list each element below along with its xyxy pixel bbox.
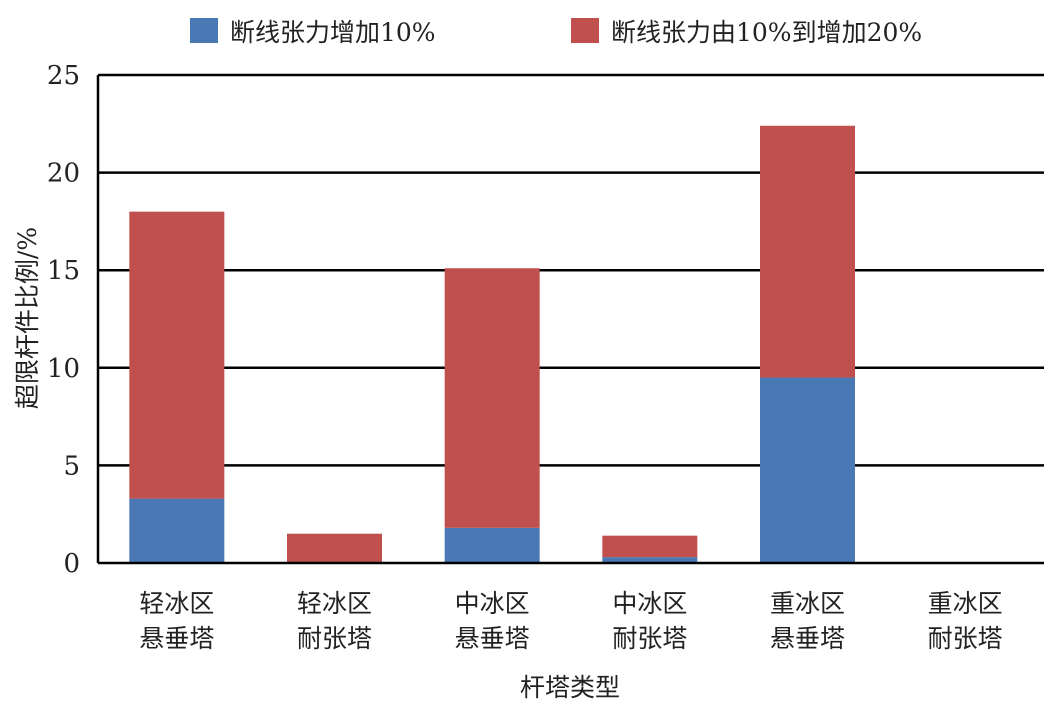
x-category-label: 重冰区 [770, 589, 845, 618]
legend: 断线张力增加10% 断线张力由10%到增加20% [190, 18, 922, 47]
bars [129, 125, 855, 563]
x-category-label: 中冰区 [612, 589, 687, 618]
x-category-label: 悬垂塔 [455, 624, 530, 653]
x-category-label: 悬垂塔 [139, 624, 214, 653]
y-axis-ticks: 0 5 10 15 20 25 [47, 61, 80, 579]
x-category-label: 耐张塔 [612, 624, 687, 653]
bar-series-1-cat-3 [444, 527, 540, 563]
y-axis-title: 超限杆件比例/% [13, 227, 42, 409]
bar-series-2-cat-3 [444, 268, 540, 528]
x-category-label: 耐张塔 [297, 624, 372, 653]
y-tick-label: 25 [47, 61, 80, 91]
bar-series-2-cat-1 [129, 211, 225, 499]
x-category-label: 耐张塔 [928, 624, 1003, 653]
bar-series-1-cat-4 [602, 557, 698, 563]
bar-series-2-cat-2 [287, 533, 382, 563]
x-category-label: 重冰区 [928, 589, 1003, 618]
axes [96, 75, 1044, 565]
legend-label-series-1: 断线张力增加10% [230, 18, 436, 47]
bar-series-1-cat-1 [129, 498, 225, 563]
x-axis-title: 杆塔类型 [520, 673, 620, 702]
x-category-label: 悬垂塔 [770, 624, 845, 653]
x-category-label: 中冰区 [455, 589, 530, 618]
bar-series-2-cat-4 [602, 535, 698, 558]
y-tick-label: 20 [47, 159, 80, 189]
bar-series-2-cat-5 [760, 125, 855, 378]
bar-series-1-cat-5 [760, 377, 855, 563]
x-category-label: 轻冰区 [297, 589, 372, 618]
y-tick-label: 15 [47, 256, 80, 286]
y-tick-label: 0 [63, 549, 80, 579]
gridlines [98, 73, 1044, 467]
y-tick-label: 5 [63, 451, 80, 481]
legend-swatch-series-2 [571, 18, 599, 43]
y-tick-label: 10 [47, 354, 80, 384]
x-category-label: 轻冰区 [139, 589, 214, 618]
legend-label-series-2: 断线张力由10%到增加20% [611, 18, 922, 47]
legend-swatch-series-1 [190, 18, 218, 43]
